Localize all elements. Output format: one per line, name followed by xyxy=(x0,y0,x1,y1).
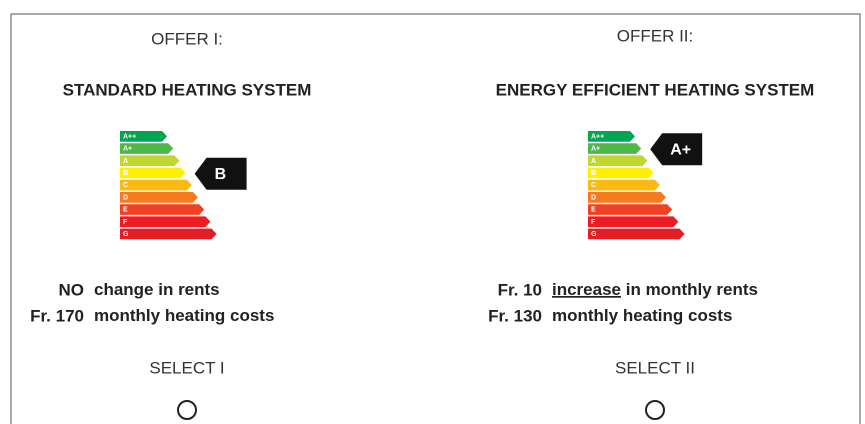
line-text: monthly heating costs xyxy=(552,306,732,325)
line-lead: Fr. 130 xyxy=(488,306,542,325)
select-label: SELECT I xyxy=(149,358,224,377)
energy-bar xyxy=(588,131,635,142)
line-text: change in rents xyxy=(94,280,220,299)
text: monthly heating costs xyxy=(94,306,274,325)
energy-bar xyxy=(120,131,167,142)
select-label: SELECT II xyxy=(615,358,695,377)
energy-class: B xyxy=(591,170,596,177)
energy-bar xyxy=(588,228,685,240)
rating: A+ xyxy=(670,142,691,159)
line-lead: NO xyxy=(59,280,85,299)
energy-class: A xyxy=(591,158,596,165)
rating-arrow xyxy=(650,133,703,166)
energy-bar xyxy=(120,204,205,215)
energy-class: D xyxy=(123,194,128,201)
energy-bar xyxy=(588,204,673,215)
energy-bar xyxy=(588,192,666,203)
text: in monthly rents xyxy=(626,280,758,299)
energy-bar xyxy=(120,143,174,154)
energy-class: G xyxy=(591,231,597,238)
energy-class: A++ xyxy=(123,133,136,140)
energy-class: A+ xyxy=(123,146,132,153)
energy-class: F xyxy=(123,219,128,226)
radio-button[interactable] xyxy=(177,400,197,420)
energy-bar xyxy=(588,155,648,167)
energy-class: E xyxy=(123,207,128,214)
energy-class: C xyxy=(123,182,128,189)
text: change in rents xyxy=(94,280,220,299)
energy-class: B xyxy=(123,170,128,177)
energy-bar xyxy=(588,143,642,154)
energy-class: C xyxy=(591,182,596,189)
text: monthly heating costs xyxy=(552,306,732,325)
energy-class: F xyxy=(591,219,596,226)
energy-class: G xyxy=(123,231,129,238)
energy-bar xyxy=(120,192,198,203)
energy-bar xyxy=(119,216,211,228)
offer-title: ENERGY EFFICIENT HEATING SYSTEM xyxy=(496,80,815,99)
line-text: monthly heating costs xyxy=(94,306,274,325)
energy-bar xyxy=(588,179,660,191)
energy-bar xyxy=(588,216,679,228)
offer-label: OFFER II: xyxy=(617,26,694,45)
rating-arrow xyxy=(194,157,247,190)
line-lead: Fr. 170 xyxy=(30,306,84,325)
line-text: increase in monthly rents xyxy=(552,280,758,299)
energy-class: D xyxy=(591,194,596,201)
frame xyxy=(10,13,861,424)
rating: B xyxy=(215,166,227,183)
line-lead: Fr. 10 xyxy=(498,280,542,299)
energy-bar xyxy=(120,167,186,179)
energy-bar xyxy=(119,155,180,167)
offer-label: OFFER I: xyxy=(151,29,223,48)
radio-button[interactable] xyxy=(645,400,665,420)
energy-class: A xyxy=(123,158,128,165)
energy-class: A+ xyxy=(591,146,600,153)
energy-class: E xyxy=(591,207,596,214)
energy-class: A++ xyxy=(591,133,604,140)
energy-bar xyxy=(120,179,192,191)
energy-bar xyxy=(588,167,654,179)
underlined-text: increase xyxy=(552,280,621,299)
energy-bar xyxy=(120,228,217,240)
offer-title: STANDARD HEATING SYSTEM xyxy=(63,80,312,99)
